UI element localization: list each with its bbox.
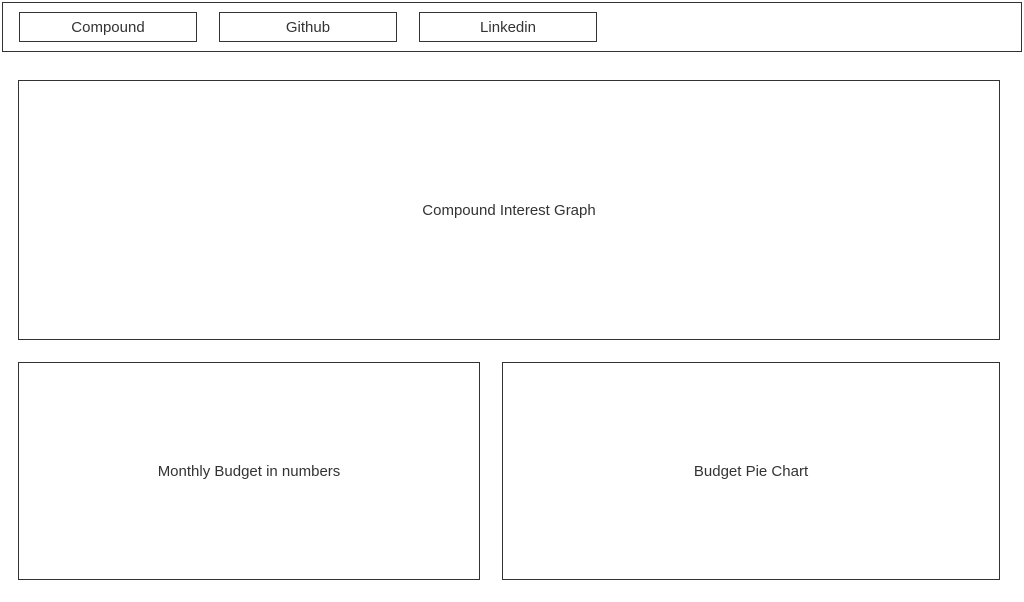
nav-item-label: Linkedin	[480, 19, 536, 36]
panel-label: Monthly Budget in numbers	[158, 463, 341, 480]
panel-budget-pie: Budget Pie Chart	[502, 362, 1000, 580]
content-area: Compound Interest Graph Monthly Budget i…	[0, 54, 1024, 580]
nav-item-label: Compound	[71, 19, 144, 36]
nav-bar: Compound Github Linkedin	[2, 2, 1022, 52]
nav-item-linkedin[interactable]: Linkedin	[419, 12, 597, 42]
panel-monthly-budget: Monthly Budget in numbers	[18, 362, 480, 580]
panel-row: Monthly Budget in numbers Budget Pie Cha…	[18, 362, 1006, 580]
panel-label: Compound Interest Graph	[422, 202, 595, 219]
nav-item-label: Github	[286, 19, 330, 36]
nav-item-compound[interactable]: Compound	[19, 12, 197, 42]
panel-label: Budget Pie Chart	[694, 463, 808, 480]
nav-item-github[interactable]: Github	[219, 12, 397, 42]
panel-compound-graph: Compound Interest Graph	[18, 80, 1000, 340]
